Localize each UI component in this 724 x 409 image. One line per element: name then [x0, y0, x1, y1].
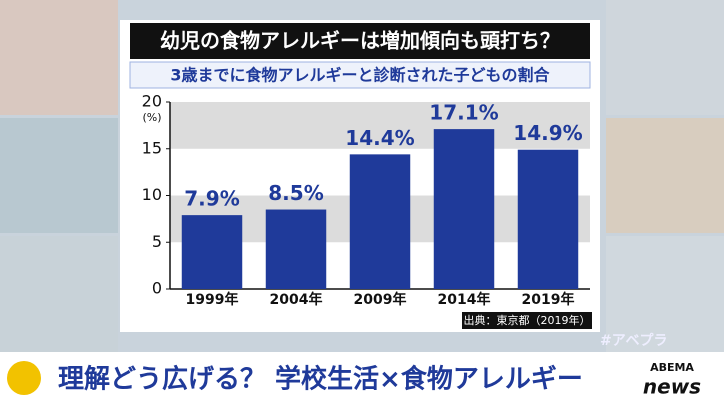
x-tick-label: 2014年	[438, 291, 491, 308]
value-label: 14.9%	[513, 121, 582, 145]
value-label: 8.5%	[268, 181, 323, 205]
chart-subtitle: 3歳までに食物アレルギーと診断された子どもの割合	[170, 66, 550, 85]
hashtag: #アベプラ	[600, 333, 667, 349]
logo-top: ABEMA	[650, 361, 694, 374]
source: 出典：東京都（2019年）	[464, 313, 591, 327]
x-tick-label: 2009年	[354, 291, 407, 308]
panelist-video	[606, 118, 724, 233]
y-tick-label: 5	[152, 232, 162, 251]
bar	[265, 209, 327, 289]
x-tick-label: 2019年	[522, 291, 575, 308]
x-tick-label: 1999年	[186, 291, 239, 308]
bar	[181, 215, 243, 289]
y-axis-label: (%)	[142, 111, 161, 124]
y-tick-label: 20	[142, 92, 162, 111]
value-label: 17.1%	[429, 101, 498, 125]
bar	[517, 149, 579, 289]
grid-band	[170, 102, 590, 149]
value-label: 14.4%	[345, 126, 414, 150]
chart-title: 幼児の食物アレルギーは増加傾向も頭打ち？	[160, 29, 560, 53]
panelist-video	[0, 0, 118, 115]
y-tick-label: 0	[152, 279, 162, 298]
bar	[433, 129, 495, 289]
x-tick-label: 2004年	[270, 291, 323, 308]
logo-bottom: news	[643, 375, 701, 399]
panelist-video	[0, 236, 118, 352]
source-box	[462, 312, 592, 329]
caption-icon	[7, 361, 41, 395]
caption-bar	[0, 352, 724, 405]
title-bar	[130, 23, 590, 59]
caption: 理解どう広げる？ 学校生活×食物アレルギー	[58, 364, 583, 395]
logo-box	[628, 356, 720, 402]
bar	[349, 154, 411, 289]
value-label: 7.9%	[184, 187, 239, 211]
panelist-video	[0, 118, 118, 233]
subtitle-bar	[129, 61, 591, 89]
panelist-video	[606, 236, 724, 352]
y-tick-label: 15	[142, 138, 162, 157]
panelist-video	[606, 0, 724, 115]
y-tick-label: 10	[142, 185, 162, 204]
